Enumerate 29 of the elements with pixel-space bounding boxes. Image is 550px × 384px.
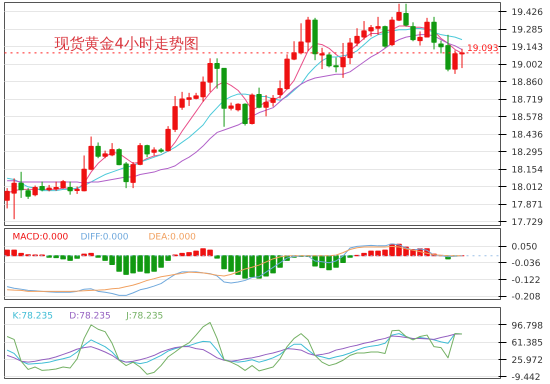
- y-tick-label: -9.442: [512, 372, 541, 383]
- text: D:78.235: [69, 312, 111, 322]
- y-tick-label: 19.426: [512, 8, 544, 18]
- y-tick-label: 18.436: [512, 130, 544, 141]
- y-tick-label: 18.295: [512, 148, 543, 158]
- text: DEA:0.000: [148, 232, 196, 242]
- y-tick-label: 96.798: [512, 321, 544, 332]
- y-tick-label: 18.860: [512, 78, 544, 88]
- text: DIFF:0.000: [80, 232, 129, 242]
- y-tick-label: -0.036: [512, 259, 541, 270]
- y-tick-label: -0.122: [512, 276, 541, 286]
- y-tick-label: 18.154: [512, 166, 544, 176]
- ref-line-label: 19.093: [467, 44, 499, 54]
- y-tick-label: 17.871: [512, 200, 543, 211]
- text: K:78.235: [12, 312, 53, 322]
- y-tick-label: 19.285: [512, 26, 543, 36]
- y-tick-label: 18.578: [512, 113, 544, 124]
- y-tick-label: 61.385: [512, 338, 543, 349]
- text: J:78.235: [125, 312, 164, 322]
- y-tick-label: 0.050: [512, 242, 538, 253]
- series-label: MACD:0.000: [12, 232, 69, 242]
- y-tick-label: 19.002: [512, 60, 543, 71]
- text: 现货黄金4小时走势图: [54, 34, 200, 52]
- y-tick-label: 25.972: [512, 356, 543, 366]
- y-tick-label: 18.719: [512, 96, 544, 106]
- y-tick-label: -0.208: [512, 292, 541, 303]
- y-tick-label: 19.143: [512, 43, 543, 54]
- y-tick-label: 17.729: [512, 218, 544, 228]
- y-tick-label: 18.012: [512, 183, 543, 194]
